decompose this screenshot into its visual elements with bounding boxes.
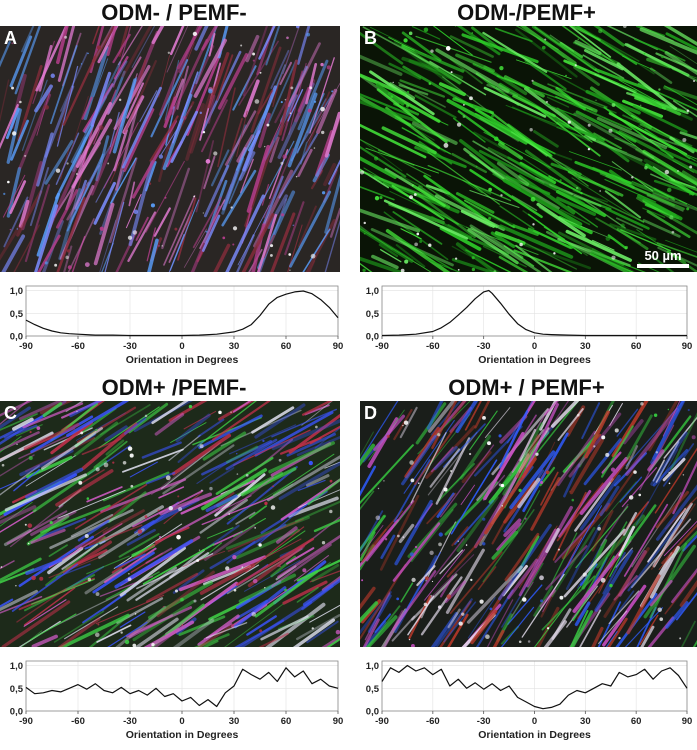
y-tick-label: 0,5 — [10, 309, 24, 320]
fiber-texture — [360, 26, 697, 272]
x-tick-label: -60 — [426, 341, 440, 352]
x-tick-label: 0 — [532, 716, 537, 727]
y-tick-label: 0,0 — [366, 332, 379, 343]
orientation-chart: 0,0 0,5 1,0 -90 -60 -30 0 30 60 90 Orientation in … — [0, 280, 348, 375]
y-tick-label: 0,5 — [366, 684, 380, 695]
scale-bar: 50 µm — [637, 248, 689, 268]
series-line — [25, 290, 339, 337]
x-tick-label: 60 — [631, 716, 642, 727]
y-tick-label: 0,0 — [10, 332, 23, 343]
panel-d: ODM+ / PEMF+ D 0,0 0,5 1,0 -90 -60 -30 0 30 60 90… — [356, 375, 697, 750]
x-tick-label: -90 — [19, 716, 33, 727]
y-tick-label: 0,0 — [10, 707, 23, 718]
chart-svg: 0,0 0,5 1,0 -90 -60 -30 0 30 60 90 Orientation in … — [10, 660, 344, 741]
x-tick-label: -90 — [375, 716, 389, 727]
scale-bar-label: 50 µm — [644, 248, 682, 263]
panel-title: ODM+ /PEMF- — [101, 375, 247, 400]
x-tick-label: 60 — [281, 341, 292, 352]
panel-letter: A — [4, 28, 17, 48]
micrograph-image — [0, 401, 340, 647]
x-tick-label: -60 — [71, 716, 85, 727]
x-tick-label: 0 — [532, 341, 537, 352]
fiber-texture — [0, 401, 340, 647]
x-tick-label: 60 — [281, 716, 292, 727]
x-axis-label: Orientation in Degrees — [126, 729, 239, 741]
panel-a: ODM- / PEMF- A 0,0 0,5 1,0 -90 -60 -30 0 30 60 90… — [0, 0, 348, 375]
series-line — [381, 289, 687, 337]
y-tick-label: 1,0 — [10, 661, 23, 672]
panel-title: ODM-/PEMF+ — [457, 0, 596, 25]
y-tick-label: 1,0 — [10, 286, 23, 297]
fiber-texture — [0, 26, 340, 272]
micrograph-image — [360, 26, 697, 272]
orientation-chart: 0,0 0,5 1,0 -90 -60 -30 0 30 60 90 Orientation in … — [0, 655, 348, 750]
x-tick-label: -60 — [426, 716, 440, 727]
x-tick-label: 90 — [333, 341, 344, 352]
panel-letter: C — [4, 403, 17, 423]
series-line — [381, 664, 688, 710]
scale-bar-line — [637, 264, 689, 268]
x-tick-label: -90 — [19, 341, 33, 352]
x-tick-label: 30 — [229, 716, 240, 727]
y-tick-label: 0,5 — [366, 309, 380, 320]
x-tick-label: 90 — [333, 716, 344, 727]
x-tick-label: 90 — [682, 341, 693, 352]
panel-title: ODM- / PEMF- — [101, 0, 247, 25]
y-tick-label: 1,0 — [366, 661, 379, 672]
x-tick-label: -30 — [477, 341, 491, 352]
y-tick-label: 1,0 — [366, 286, 379, 297]
panel-b: ODM-/PEMF+ B 50 µm 0,0 0,5 1,0 -90 -60 -30 0 30… — [356, 0, 697, 375]
panel-c: ODM+ /PEMF- C 0,0 0,5 1,0 -90 -60 -30 0 30 60 90 O… — [0, 375, 348, 750]
x-tick-label: -30 — [123, 341, 137, 352]
chart-svg: 0,0 0,5 1,0 -90 -60 -30 0 30 60 90 Orientation in … — [10, 285, 344, 366]
chart-svg: 0,0 0,5 1,0 -90 -60 -30 0 30 60 90 Orientation in … — [366, 660, 693, 741]
series-line — [25, 667, 339, 708]
x-tick-label: -90 — [375, 341, 389, 352]
x-tick-label: 30 — [580, 341, 591, 352]
x-axis-label: Orientation in Degrees — [478, 729, 591, 741]
x-tick-label: -60 — [71, 341, 85, 352]
x-axis-label: Orientation in Degrees — [478, 354, 591, 366]
micrograph-image — [360, 401, 697, 647]
x-tick-label: 0 — [179, 341, 184, 352]
x-tick-label: 90 — [682, 716, 693, 727]
orientation-chart: 0,0 0,5 1,0 -90 -60 -30 0 30 60 90 Orientation in … — [356, 655, 697, 750]
x-tick-label: -30 — [477, 716, 491, 727]
panel-title: ODM+ / PEMF+ — [448, 375, 605, 400]
panel-letter: D — [364, 403, 377, 423]
orientation-chart: 0,0 0,5 1,0 -90 -60 -30 0 30 60 90 Orientation in … — [356, 280, 697, 375]
x-tick-label: 0 — [179, 716, 184, 727]
x-tick-label: 60 — [631, 341, 642, 352]
x-tick-label: 30 — [580, 716, 591, 727]
micrograph-image — [0, 26, 340, 272]
x-axis-label: Orientation in Degrees — [126, 354, 239, 366]
chart-svg: 0,0 0,5 1,0 -90 -60 -30 0 30 60 90 Orientation in … — [366, 285, 693, 366]
y-tick-label: 0,5 — [10, 684, 24, 695]
panel-letter: B — [364, 28, 377, 48]
x-tick-label: 30 — [229, 341, 240, 352]
fiber-texture — [360, 401, 697, 647]
x-tick-label: -30 — [123, 716, 137, 727]
y-tick-label: 0,0 — [366, 707, 379, 718]
